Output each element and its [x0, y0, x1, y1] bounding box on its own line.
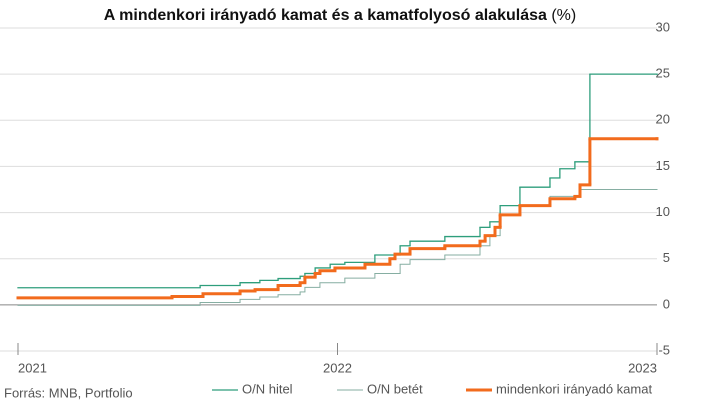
x-tick-label: 2022 — [323, 360, 352, 375]
y-tick-label: 15 — [656, 158, 670, 173]
y-tick-label: 20 — [656, 112, 670, 127]
legend-label: mindenkori irányadó kamat — [496, 381, 652, 396]
y-tick-label: -5 — [658, 342, 670, 357]
x-tick-label: 2023 — [628, 360, 657, 375]
y-tick-label: 0 — [663, 296, 670, 311]
title-unit: (%) — [551, 7, 576, 24]
legend-label: O/N betét — [367, 381, 423, 396]
chart-title: A mindenkori irányadó kamat és a kamatfo… — [104, 7, 576, 24]
y-tick-label: 5 — [663, 250, 670, 265]
legend-label: O/N hitel — [242, 381, 293, 396]
y-tick-label: 25 — [656, 66, 670, 81]
y-tick-label: 10 — [656, 204, 670, 219]
source: Forrás: MNB, Portfolio — [4, 385, 133, 400]
title-main: A mindenkori irányadó kamat és a kamatfo… — [104, 7, 547, 24]
y-tick-label: 30 — [656, 19, 670, 34]
x-tick-label: 2021 — [18, 360, 47, 375]
